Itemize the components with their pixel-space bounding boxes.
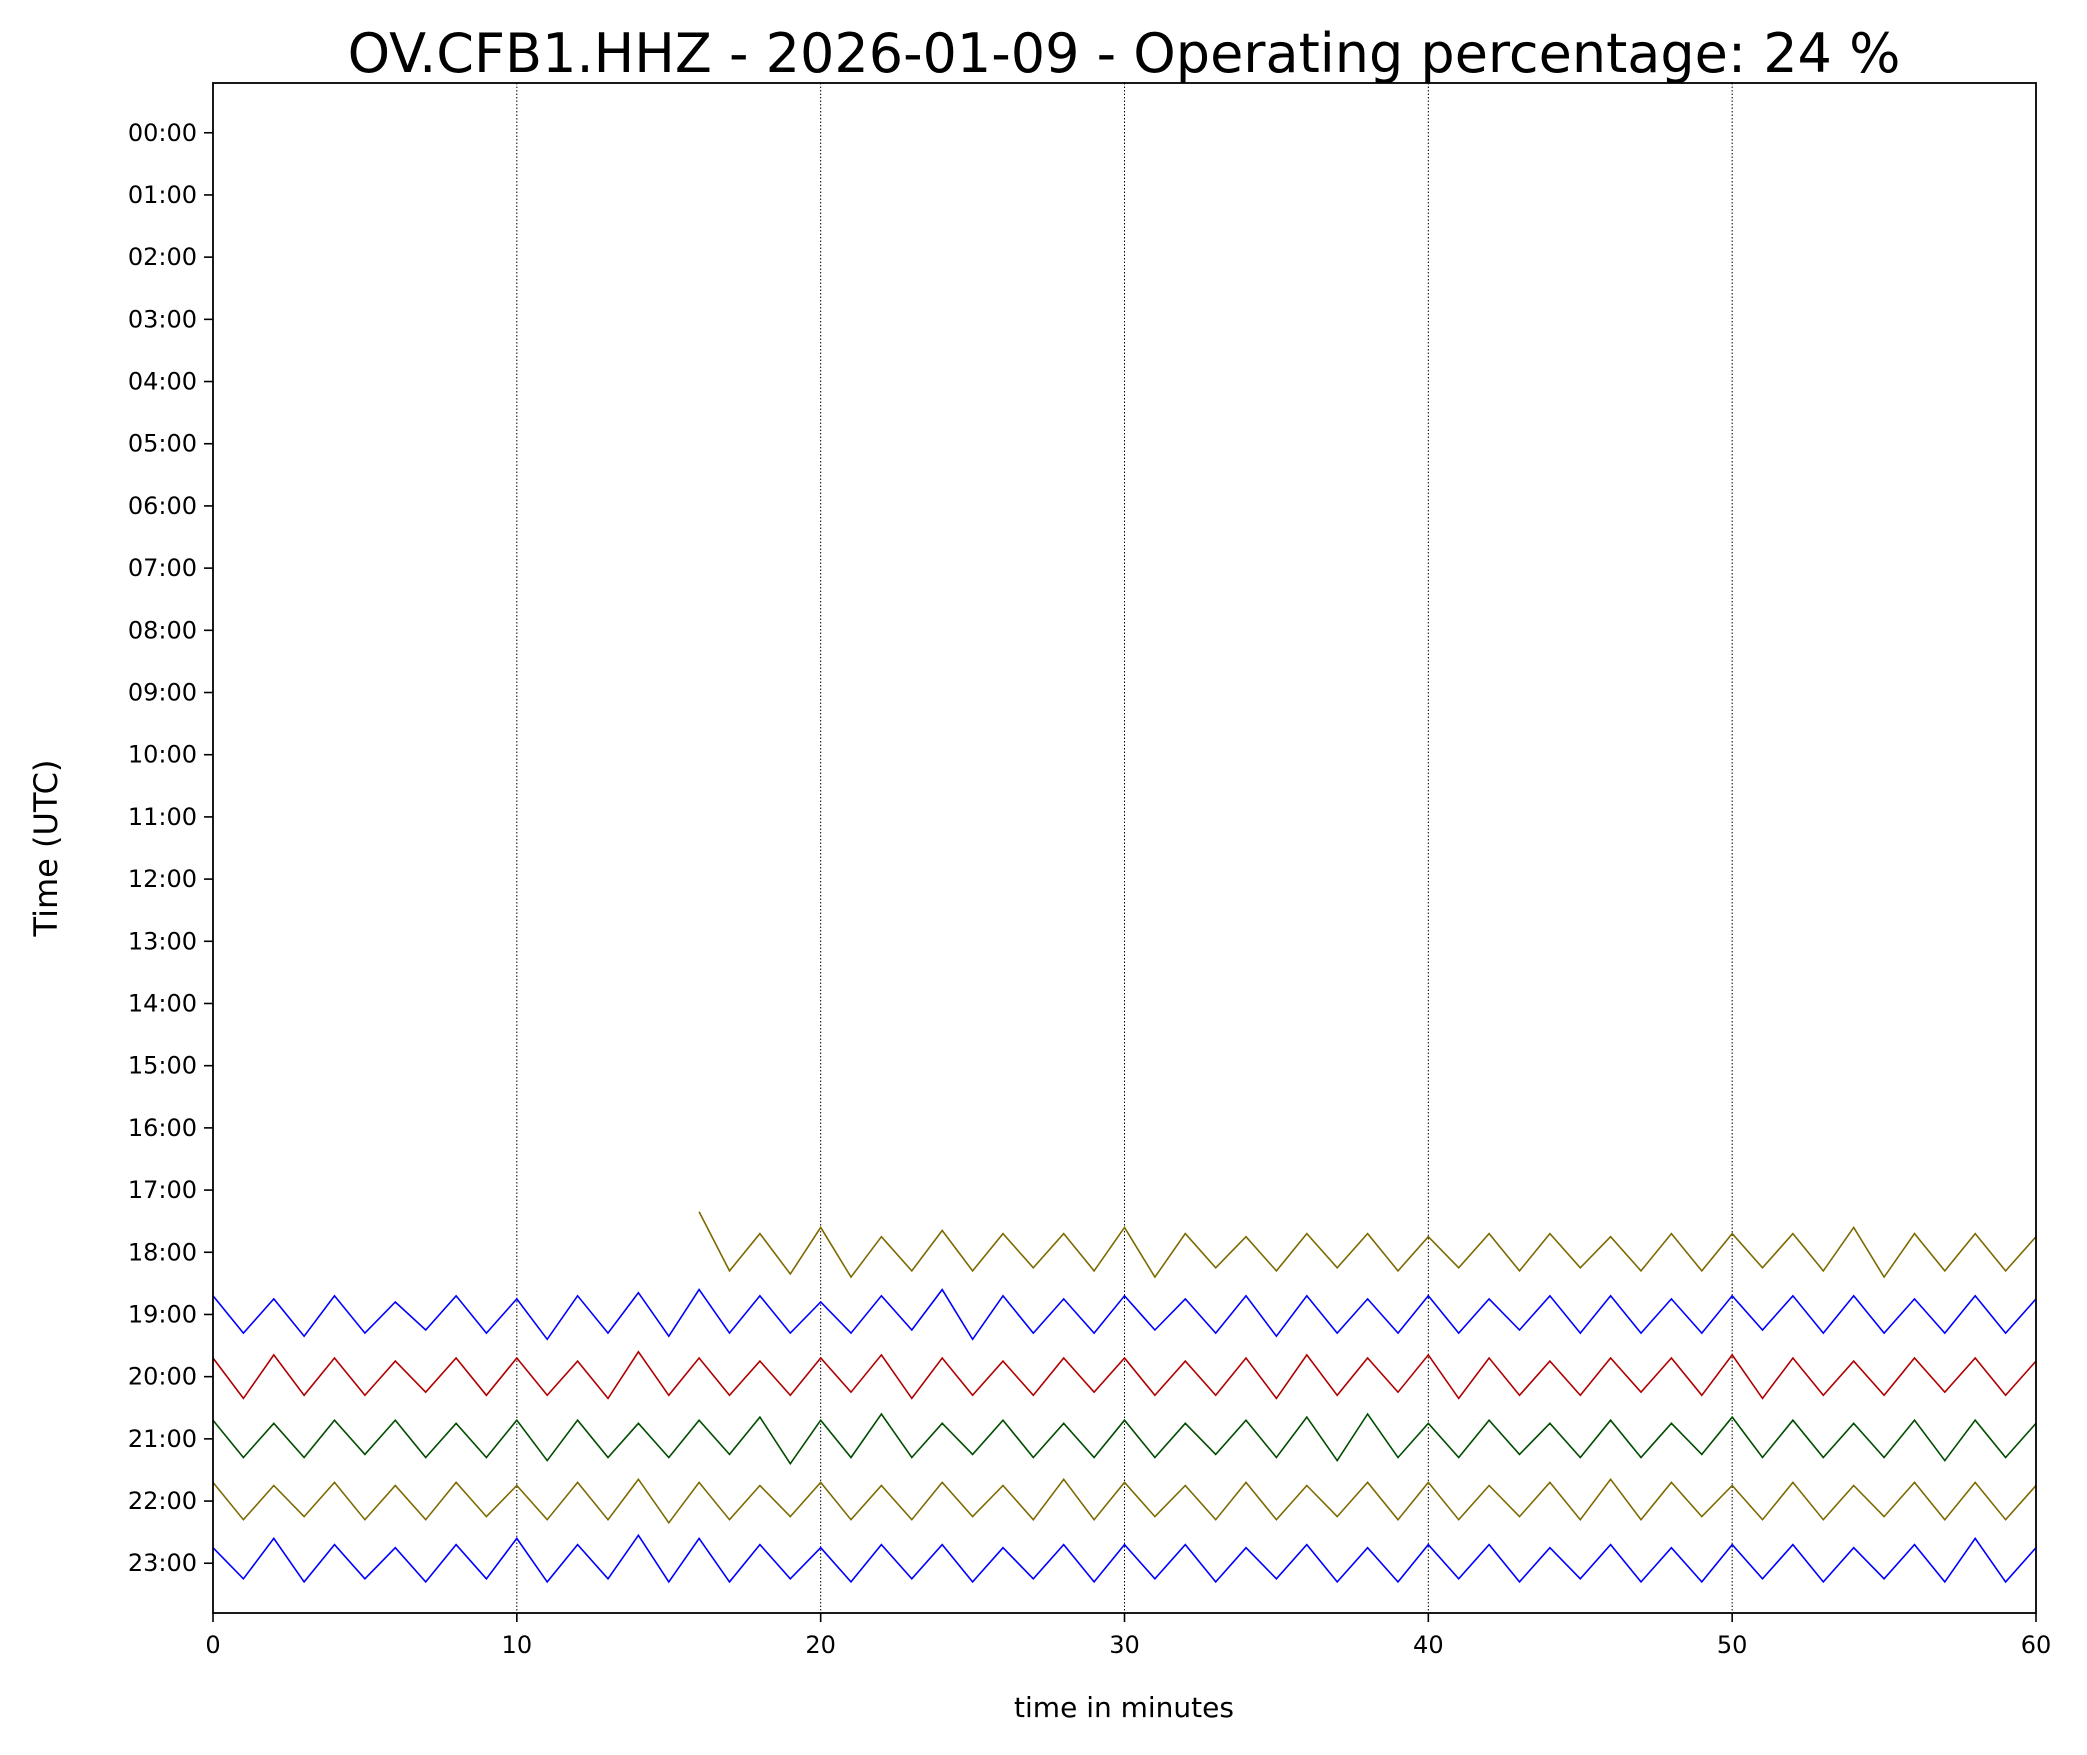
y-tick-label: 07:00 [128,554,197,582]
y-tick-label: 22:00 [128,1487,197,1515]
x-tick-label: 30 [1109,1631,1140,1659]
trace [212,1350,2037,1400]
y-tick-label: 05:00 [128,430,197,458]
y-tick-label: 20:00 [128,1363,197,1391]
x-tick-label: 50 [1717,1631,1748,1659]
y-tick-label: 04:00 [128,368,197,396]
y-tick-label: 02:00 [128,243,197,271]
x-axis-label: time in minutes [1014,1691,1234,1724]
chart-title: OV.CFB1.HHZ - 2026-01-09 - Operating per… [348,22,1901,85]
x-tick-label: 0 [205,1631,220,1659]
y-tick-label: 17:00 [128,1176,197,1204]
y-tick-label: 12:00 [128,865,197,893]
y-tick-label: 23:00 [128,1549,197,1577]
y-tick-label: 15:00 [128,1052,197,1080]
y-tick-label: 18:00 [128,1238,197,1266]
trace [212,1533,2037,1584]
y-tick-label: 08:00 [128,616,197,644]
y-tick-label: 19:00 [128,1300,197,1328]
plot-frame [212,82,2037,1614]
x-tick-label: 20 [805,1631,836,1659]
y-tick-label: 10:00 [128,741,197,769]
y-tick-label: 14:00 [128,989,197,1017]
y-tick-label: 06:00 [128,492,197,520]
y-axis-label: Time (UTC) [27,760,65,938]
y-tick-label: 16:00 [128,1114,197,1142]
y-tick-label: 00:00 [128,119,197,147]
y-tick-label: 03:00 [128,305,197,333]
trace [212,1412,2037,1466]
x-tick-label: 40 [1413,1631,1444,1659]
x-tick-label: 60 [2021,1631,2052,1659]
y-tick-label: 11:00 [128,803,197,831]
y-tick-label: 01:00 [128,181,197,209]
trace [212,1288,2037,1341]
x-tick-label: 10 [502,1631,533,1659]
trace [212,1477,2037,1525]
trace [698,1211,2037,1279]
y-tick-label: 09:00 [128,679,197,707]
y-tick-label: 21:00 [128,1425,197,1453]
y-tick-label: 13:00 [128,927,197,955]
